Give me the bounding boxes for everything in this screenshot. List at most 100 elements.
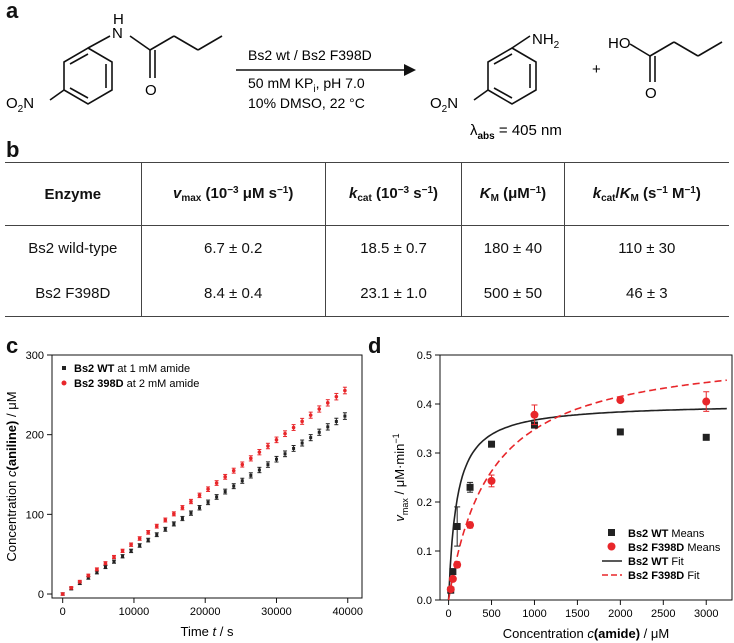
plot-frame <box>439 354 733 601</box>
legend-marker-wt <box>62 366 66 370</box>
product-nh2-label: NH2 <box>532 31 560 51</box>
legend-entry: Bs2 WT Fit <box>628 556 684 568</box>
table-cell: 110 ± 30 <box>563 225 729 271</box>
data-point-f398d <box>616 396 625 405</box>
y-tick-label: 100 <box>26 509 44 521</box>
data-point-f398d <box>530 410 539 419</box>
data-point-f398d <box>343 388 347 393</box>
y-tick-label: 0.5 <box>417 350 432 362</box>
x-axis-label: Time t / s <box>181 624 234 639</box>
y-axis-label: Concentration c(aniline) / μM <box>4 391 19 561</box>
header-vmax: vmax (10−3 μM s−1) <box>140 162 326 226</box>
data-point-f398d <box>189 499 193 504</box>
table-cell: 180 ± 40 <box>461 225 565 271</box>
fit-line-f398d <box>447 379 727 601</box>
data-point-f398d <box>197 493 202 498</box>
data-point-wt <box>334 419 338 423</box>
data-point-f398d <box>214 481 219 485</box>
reactant-h-label: H <box>113 11 124 28</box>
data-point-wt <box>343 414 347 418</box>
panel-letter-b: b <box>6 137 20 162</box>
x-tick-label: 1000 <box>522 608 546 620</box>
data-point-wt <box>138 543 142 547</box>
data-point-f398d <box>77 579 82 584</box>
header-kcat-km: kcat/KM (s−1 M−1) <box>563 162 729 226</box>
data-point-f398d <box>206 487 210 491</box>
data-point-f398d <box>69 586 74 590</box>
data-point-f398d <box>112 555 116 559</box>
reactant-o-label: O <box>145 82 157 99</box>
data-point-f398d <box>487 476 496 485</box>
lambda-abs-label: λabs = 405 nm <box>470 122 562 140</box>
data-point-wt <box>453 523 461 530</box>
table-cell: 18.5 ± 0.7 <box>324 225 462 271</box>
y-tick-label: 0.0 <box>417 595 432 607</box>
data-point-f398d <box>95 567 99 572</box>
data-point-wt <box>129 549 133 553</box>
data-point-wt <box>112 560 116 564</box>
data-point-wt <box>232 484 236 488</box>
table-cell: 23.1 ± 1.0 <box>324 271 462 317</box>
legend-marker-f398d-means <box>607 542 616 551</box>
y-tick-label: 200 <box>26 430 44 442</box>
data-point-wt <box>449 568 457 576</box>
data-point-f398d <box>249 456 253 461</box>
data-point-wt <box>309 436 313 440</box>
legend-entry: Bs2 WT at 1 mM amide <box>74 363 190 375</box>
data-point-wt <box>189 511 193 515</box>
data-point-wt <box>121 554 125 558</box>
data-point-f398d <box>120 549 125 553</box>
data-point-f398d <box>129 542 133 547</box>
data-point-wt <box>240 479 244 483</box>
data-point-wt <box>95 570 99 574</box>
reaction-scheme: N H O O2N Bs2 wt / Bs2 F398D 50 mM KPi, … <box>6 11 723 140</box>
x-tick-label: 40000 <box>332 606 363 618</box>
data-point-f398d <box>146 530 151 535</box>
legend-marker-f398d <box>61 380 67 386</box>
data-point-f398d <box>334 394 339 399</box>
y-tick-label: 0.3 <box>417 448 432 460</box>
data-point-wt <box>146 538 150 542</box>
legend-entry: Bs2 WT Means <box>628 528 705 540</box>
chart-c: 0 10000 20000 30000 40000 0 100 200 300 Time t / … <box>4 350 363 639</box>
data-point-wt <box>163 527 167 531</box>
x-tick-label: 0 <box>60 606 66 618</box>
panel-letter-a: a <box>6 0 19 23</box>
data-point-f398d <box>702 397 711 406</box>
product-structure <box>473 35 537 105</box>
condition-buffer: 50 mM KPi, pH 7.0 <box>248 75 365 95</box>
data-point-f398d <box>266 444 270 448</box>
data-point-wt <box>266 463 270 467</box>
acid-ho-label: HO <box>608 35 631 52</box>
data-point-f398d <box>466 521 475 530</box>
table-cell: 46 ± 3 <box>563 271 729 317</box>
y-tick-label: 300 <box>26 350 44 362</box>
data-point-wt <box>274 457 278 461</box>
x-tick-label: 2000 <box>608 608 632 620</box>
y-tick-label: 0.1 <box>417 546 432 558</box>
data-point-f398d <box>223 475 227 479</box>
header-km: KM (μM−1) <box>461 162 565 226</box>
data-point-f398d <box>257 450 262 454</box>
plus-sign: + <box>592 61 601 78</box>
panel-letter-c: c <box>6 333 19 358</box>
x-tick-label: 30000 <box>261 606 292 618</box>
data-point-f398d <box>448 574 457 583</box>
data-point-f398d <box>103 561 108 565</box>
y-tick-label: 0.4 <box>417 399 432 411</box>
data-point-wt <box>215 495 219 499</box>
data-point-wt <box>326 425 330 429</box>
data-point-f398d <box>137 536 142 541</box>
data-point-f398d <box>180 505 185 510</box>
data-point-f398d <box>325 401 330 405</box>
data-point-f398d <box>163 518 168 522</box>
data-point-wt <box>86 576 90 580</box>
data-point-f398d <box>60 592 65 596</box>
condition-solvent: 10% DMSO, 22 °C <box>248 95 365 111</box>
x-tick-label: 3000 <box>694 608 718 620</box>
table-header-row: Enzyme vmax (10−3 μM s−1) kcat (10−3 s−1… <box>5 162 729 226</box>
table-cell: Bs2 wild-type <box>28 240 118 257</box>
data-point-wt <box>702 433 710 441</box>
reactant-structure <box>49 35 223 105</box>
header-enzyme: Enzyme <box>5 162 142 226</box>
